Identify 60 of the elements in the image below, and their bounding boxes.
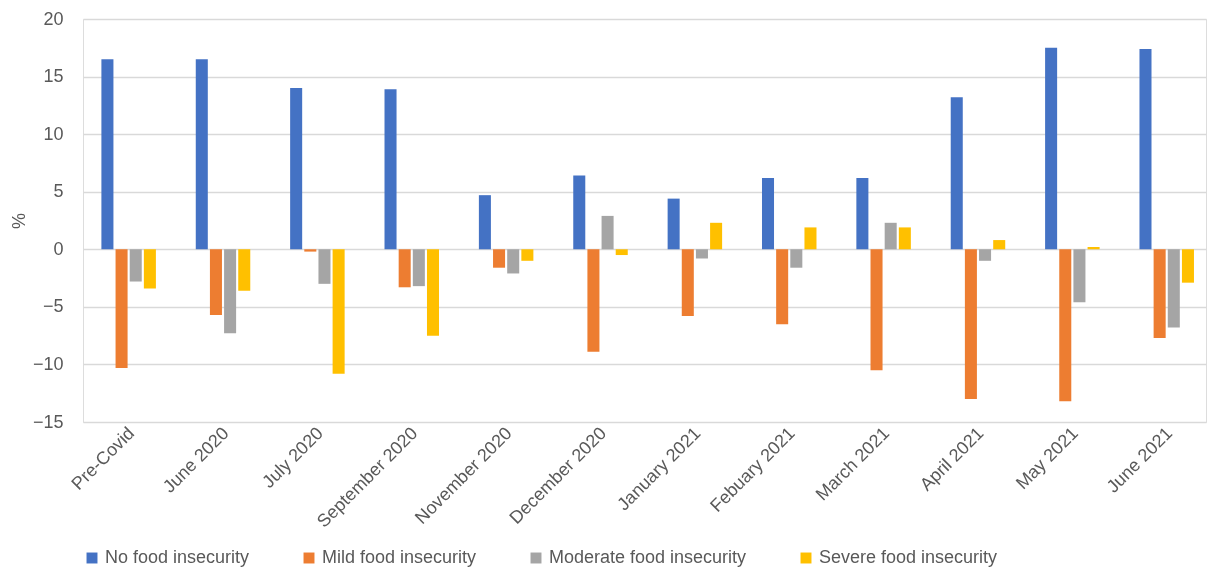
bar [870, 249, 883, 371]
bar [195, 59, 208, 250]
bar [804, 227, 817, 250]
bar [521, 249, 534, 261]
bar [587, 249, 600, 352]
bar [898, 227, 911, 250]
bar [964, 249, 977, 399]
y-tick-label: −15 [32, 411, 64, 432]
bar [412, 249, 425, 287]
legend-label: Severe food insecurity [819, 547, 998, 567]
legend-label: No food insecurity [105, 547, 250, 567]
bar [681, 249, 694, 317]
y-tick-label: 15 [43, 66, 64, 87]
legend-label: Mild food insecurity [322, 547, 477, 567]
bar [209, 249, 222, 315]
bar [290, 88, 303, 250]
bar [426, 249, 440, 336]
bar [695, 249, 708, 259]
bar [1139, 48, 1152, 250]
y-tick-label: 10 [43, 123, 64, 144]
bar [304, 249, 317, 252]
bar [398, 249, 411, 288]
bar [143, 249, 156, 289]
bar [776, 249, 789, 325]
y-tick-label: 20 [43, 8, 64, 29]
y-tick-label: 5 [53, 181, 64, 202]
y-tick-label: 0 [53, 238, 64, 259]
bar [332, 249, 345, 374]
bar [950, 97, 963, 250]
bar [1073, 249, 1086, 303]
bar [615, 249, 628, 256]
bar [761, 177, 775, 250]
bar [1045, 47, 1058, 250]
bar [101, 59, 114, 250]
bar [667, 198, 680, 250]
y-axis-title: % [8, 212, 29, 230]
bar [224, 249, 237, 334]
bar [601, 215, 614, 250]
bar [238, 249, 251, 291]
y-tick-label: −5 [42, 296, 64, 317]
bar [1167, 249, 1180, 328]
bar [790, 249, 803, 268]
bar [1181, 249, 1194, 283]
bar [493, 249, 506, 268]
bar [710, 222, 723, 250]
bar [884, 222, 897, 250]
bar [129, 249, 142, 282]
bar [115, 249, 128, 368]
bar [1059, 249, 1072, 402]
bar [856, 177, 869, 250]
bar [384, 89, 397, 250]
bar [1153, 249, 1166, 338]
bar [993, 240, 1006, 250]
bar [478, 195, 491, 250]
bar [318, 249, 331, 284]
y-tick-label: −10 [32, 353, 64, 374]
bar [573, 175, 586, 250]
bar [979, 249, 992, 261]
legend-label: Moderate food insecurity [549, 547, 747, 567]
bar [507, 249, 520, 274]
